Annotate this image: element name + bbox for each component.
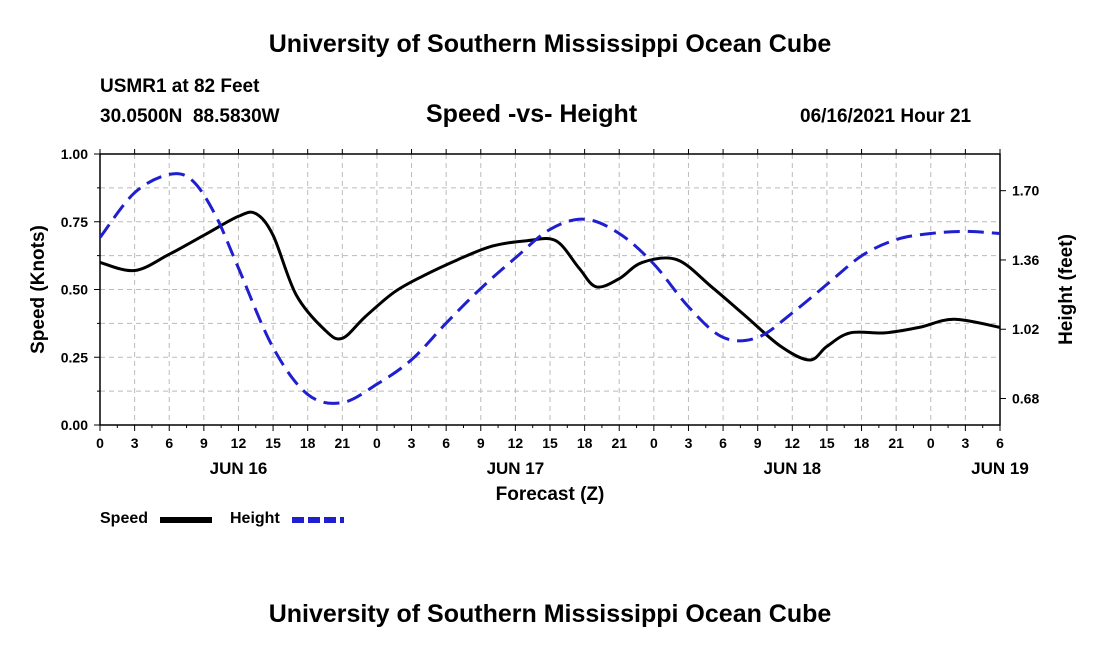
chart-title-bottom: University of Southern Mississippi Ocean… bbox=[268, 600, 832, 628]
x-tick-label: 21 bbox=[611, 435, 627, 451]
x-tick-label: 6 bbox=[996, 435, 1004, 451]
x-tick-label: 0 bbox=[650, 435, 658, 451]
x-tick-label: 6 bbox=[165, 435, 173, 451]
legend-speed-label: Speed bbox=[100, 510, 149, 527]
x-tick-label: 12 bbox=[231, 435, 247, 451]
datetime-label: 06/16/2021 Hour 21 bbox=[800, 106, 972, 127]
plot-frame bbox=[99, 153, 1001, 426]
x-tick-label: 0 bbox=[927, 435, 935, 451]
x-tick-label: 3 bbox=[408, 435, 416, 451]
day-label: JUN 19 bbox=[971, 459, 1029, 478]
y-tick-label: 0.50 bbox=[61, 282, 88, 298]
x-tick-label: 6 bbox=[442, 435, 450, 451]
y2-tick-label: 1.36 bbox=[1012, 252, 1039, 268]
chart-subtitle: Speed -vs- Height bbox=[426, 100, 638, 128]
x-tick-label: 3 bbox=[131, 435, 139, 451]
x-tick-label: 0 bbox=[96, 435, 104, 451]
y-axis-title: Speed (Knots) bbox=[28, 225, 49, 354]
x-tick-label: 9 bbox=[200, 435, 208, 451]
x-tick-label: 18 bbox=[854, 435, 870, 451]
x-tick-label: 3 bbox=[961, 435, 969, 451]
x-tick-label: 12 bbox=[508, 435, 524, 451]
x-tick-label: 3 bbox=[685, 435, 693, 451]
x-tick-label: 18 bbox=[300, 435, 316, 451]
chart-title-top: University of Southern Mississippi Ocean… bbox=[268, 30, 832, 58]
x-tick-label: 21 bbox=[888, 435, 904, 451]
y2-tick-label: 1.02 bbox=[1012, 321, 1039, 337]
x-axis-title: Forecast (Z) bbox=[496, 484, 605, 505]
x-tick-label: 6 bbox=[719, 435, 727, 451]
y-tick-label: 1.00 bbox=[61, 146, 88, 162]
x-tick-label: 9 bbox=[754, 435, 762, 451]
y2-axis-title: Height (feet) bbox=[1056, 234, 1077, 345]
x-tick-label: 0 bbox=[373, 435, 381, 451]
legend-height-label: Height bbox=[230, 510, 280, 527]
coordinates-label: 30.0500N 88.5830W bbox=[100, 106, 280, 127]
day-label: JUN 16 bbox=[210, 459, 268, 478]
x-tick-label: 15 bbox=[542, 435, 558, 451]
x-tick-label: 18 bbox=[577, 435, 593, 451]
x-tick-label: 12 bbox=[785, 435, 801, 451]
x-tick-label: 21 bbox=[335, 435, 351, 451]
y2-tick-label: 0.68 bbox=[1012, 391, 1039, 407]
y-tick-label: 0.25 bbox=[61, 349, 88, 365]
x-tick-label: 9 bbox=[477, 435, 485, 451]
station-label: USMR1 at 82 Feet bbox=[100, 76, 260, 97]
series-line-speed bbox=[99, 210, 1001, 362]
y2-tick-label: 1.70 bbox=[1012, 183, 1039, 199]
day-label: JUN 18 bbox=[763, 459, 821, 478]
series-line-height bbox=[98, 172, 1001, 405]
x-tick-label: 15 bbox=[265, 435, 281, 451]
day-label: JUN 17 bbox=[487, 459, 545, 478]
y-tick-label: 0.00 bbox=[61, 417, 88, 433]
x-tick-label: 15 bbox=[819, 435, 835, 451]
y-tick-label: 0.75 bbox=[61, 214, 88, 230]
